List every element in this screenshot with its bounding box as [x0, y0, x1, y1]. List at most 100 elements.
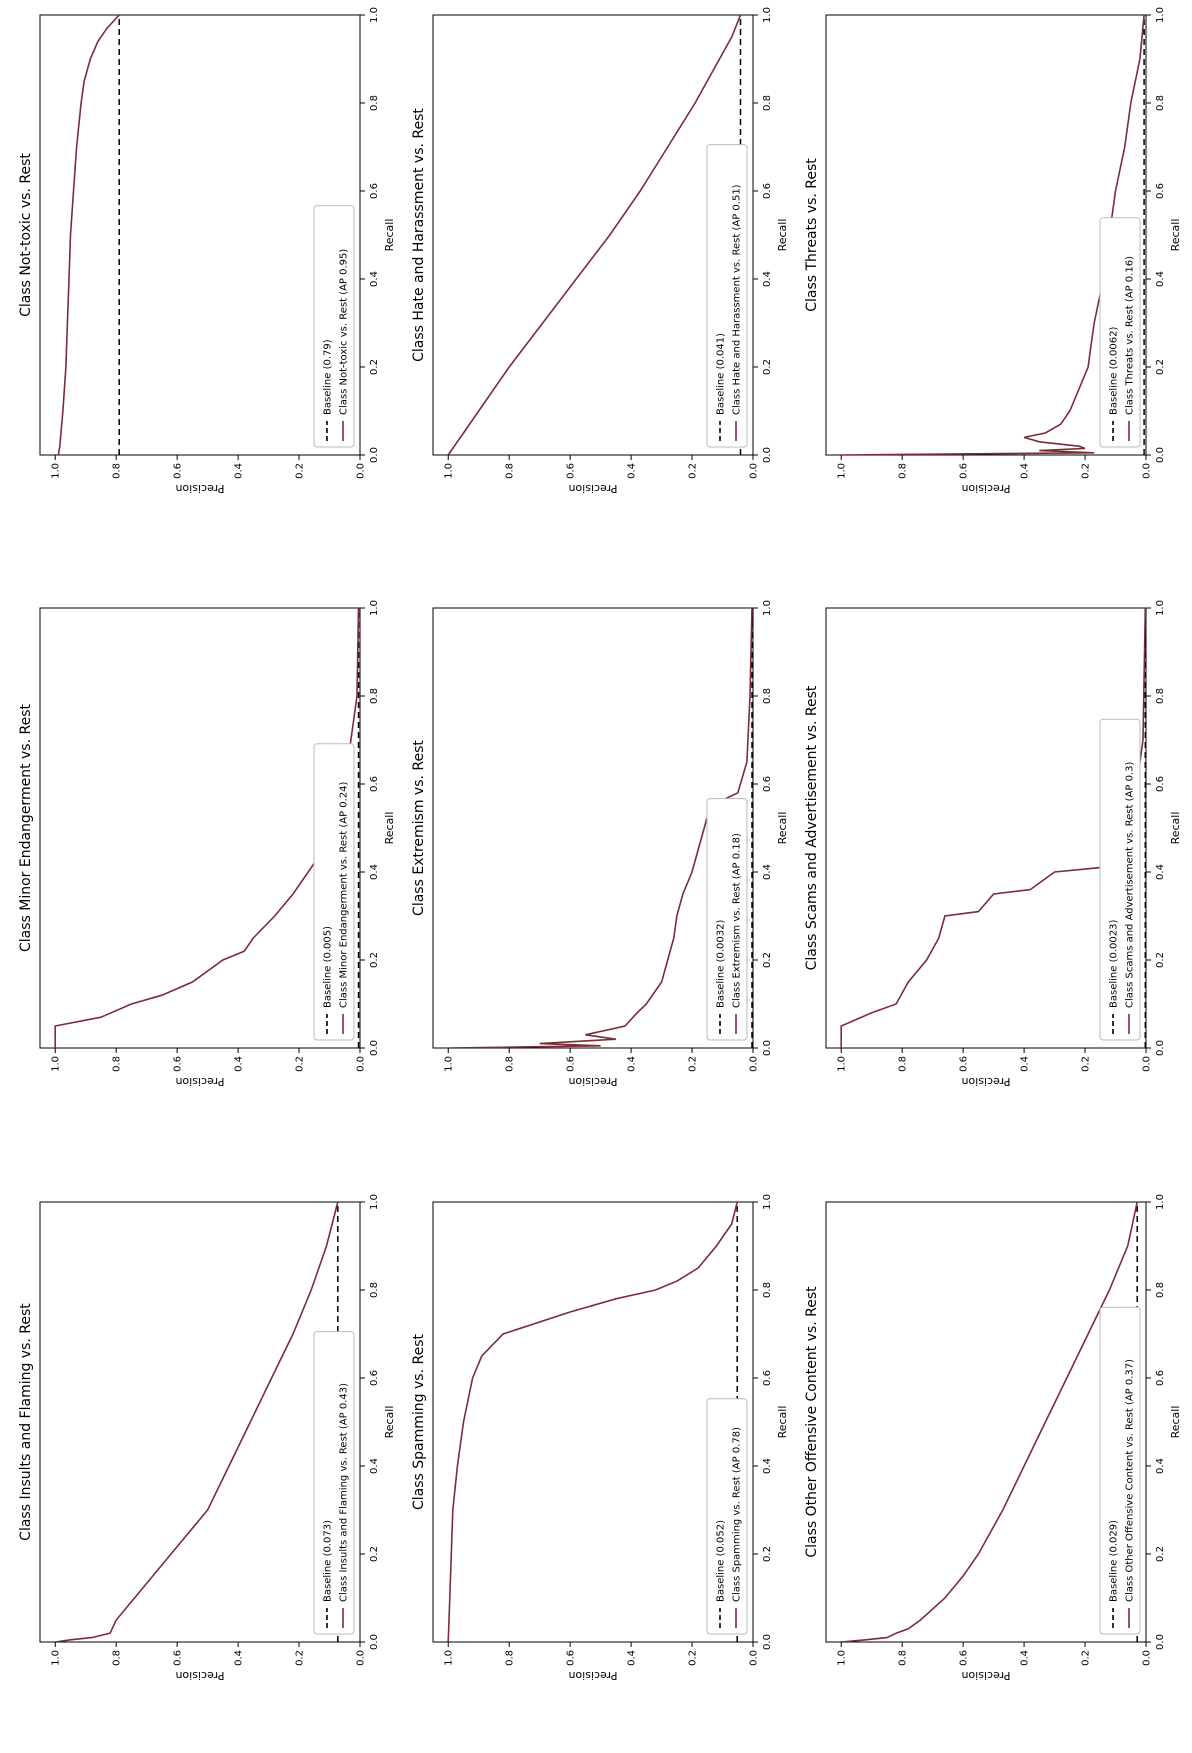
pr-curve	[841, 1202, 1138, 1642]
axes-frame	[825, 1201, 1147, 1643]
x-tick-label: 0.2	[1155, 1546, 1166, 1562]
x-tick-label: 0.8	[1155, 688, 1166, 704]
y-tick-label: 0.4	[627, 1056, 638, 1072]
x-tick-label: 0.6	[369, 1370, 380, 1386]
axes-frame	[432, 607, 754, 1049]
x-tick-label: 0.4	[369, 1458, 380, 1474]
y-tick-label: 0.8	[505, 463, 516, 479]
x-tick-label: 0.8	[1155, 1282, 1166, 1298]
y-tick-label: 0.0	[1142, 1650, 1153, 1666]
y-tick-label: 1.0	[444, 1650, 455, 1666]
x-tick-label: 0.2	[762, 952, 773, 968]
x-axis-label: Recall	[383, 812, 396, 845]
legend-entry: Class Not-toxic vs. Rest (AP 0.95)	[339, 249, 350, 415]
legend-box	[706, 144, 748, 448]
y-tick-label: 0.8	[898, 1056, 909, 1072]
legend: Baseline (0.005) Class Minor Endangerment…	[313, 743, 355, 1041]
legend-entry: Baseline (0.029)	[1109, 1520, 1120, 1602]
chart-title: Class Extremism vs. Rest	[411, 740, 427, 916]
x-tick-label: 0.6	[369, 776, 380, 792]
x-axis-label: Recall	[383, 1406, 396, 1439]
x-tick-label: 0.6	[1155, 183, 1166, 199]
y-tick-label: 0.6	[566, 1056, 577, 1072]
x-tick-label: 0.8	[762, 95, 773, 111]
axes-frame	[432, 1201, 754, 1643]
y-tick-label: 0.2	[1081, 463, 1092, 479]
chart-title: Class Threats vs. Rest	[804, 158, 820, 312]
legend-entry: Class Insults and Flaming vs. Rest (AP 0…	[339, 1383, 350, 1602]
x-tick-label: 0.6	[369, 183, 380, 199]
chart-panel-6: 0.0 0.2 0.4 0.6 0.8 1.0 0.0 0.2 0.4 0.6 0.8 1.0 Reca…	[804, 600, 1182, 1088]
x-tick-label: 0.2	[1155, 952, 1166, 968]
y-tick-label: 0.6	[959, 1650, 970, 1666]
y-tick-label: 0.4	[1020, 1056, 1031, 1072]
legend-box	[1099, 718, 1141, 1041]
y-tick-label: 0.6	[173, 1650, 184, 1666]
y-tick-label: 0.0	[749, 1056, 760, 1072]
x-tick-label: 0.8	[1155, 95, 1166, 111]
legend-entry: Baseline (0.052)	[716, 1520, 727, 1602]
x-tick-label: 1.0	[762, 7, 773, 23]
y-tick-label: 0.6	[173, 463, 184, 479]
chart-title: Class Hate and Harassment vs. Rest	[411, 108, 427, 362]
axes-frame	[39, 14, 361, 456]
legend-entry: Baseline (0.0062)	[1109, 327, 1120, 415]
x-tick-label: 1.0	[762, 1194, 773, 1210]
x-tick-label: 0.8	[762, 688, 773, 704]
y-tick-label: 0.4	[234, 463, 245, 479]
chart-panel-7: 0.0 0.2 0.4 0.6 0.8 1.0 0.0 0.2 0.4 0.6 0.8 1.0 Reca…	[18, 1194, 396, 1682]
y-tick-label: 0.4	[1020, 463, 1031, 479]
x-tick-label: 1.0	[762, 600, 773, 616]
legend-entry: Baseline (0.073)	[323, 1520, 334, 1602]
legend-box	[706, 1398, 748, 1635]
x-tick-label: 0.4	[762, 271, 773, 287]
x-tick-label: 0.0	[762, 1634, 773, 1650]
y-axis-label: Precision	[568, 1075, 617, 1088]
legend-entry: Baseline (0.041)	[716, 333, 727, 415]
y-tick-label: 0.6	[173, 1056, 184, 1072]
y-tick-label: 1.0	[51, 463, 62, 479]
axes-frame	[39, 607, 361, 1049]
x-tick-label: 0.2	[1155, 359, 1166, 375]
pr-curve	[841, 15, 1145, 455]
y-tick-label: 0.2	[1081, 1056, 1092, 1072]
legend-entry: Baseline (0.005)	[323, 926, 334, 1008]
y-tick-label: 0.8	[505, 1650, 516, 1666]
y-tick-label: 0.2	[295, 463, 306, 479]
y-tick-label: 0.0	[356, 1650, 367, 1666]
y-tick-label: 0.6	[959, 463, 970, 479]
x-tick-label: 0.8	[369, 1282, 380, 1298]
axes-frame	[432, 14, 754, 456]
pr-curve	[447, 1202, 738, 1642]
x-tick-label: 0.0	[1155, 447, 1166, 463]
legend: Baseline (0.0023) Class Scams and Adverti…	[1099, 718, 1141, 1041]
y-axis-label: Precision	[568, 1669, 617, 1682]
legend: Baseline (0.073) Class Insults and Flamin…	[313, 1331, 355, 1635]
legend-entry: Class Other Offensive Content vs. Rest (…	[1125, 1359, 1136, 1602]
legend-box	[313, 743, 355, 1041]
legend-box	[1099, 1306, 1141, 1635]
legend-entry: Class Hate and Harassment vs. Rest (AP 0…	[732, 184, 743, 415]
y-tick-label: 0.8	[112, 463, 123, 479]
chart-panel-5: 0.0 0.2 0.4 0.6 0.8 1.0 0.0 0.2 0.4 0.6 0.8 1.0 Reca…	[411, 600, 789, 1088]
pr-curve	[448, 608, 753, 1048]
y-tick-label: 0.4	[234, 1056, 245, 1072]
y-tick-label: 1.0	[51, 1056, 62, 1072]
y-tick-label: 0.8	[112, 1056, 123, 1072]
x-axis-label: Recall	[1169, 812, 1182, 845]
y-tick-label: 0.2	[1081, 1650, 1092, 1666]
x-tick-label: 1.0	[1155, 600, 1166, 616]
y-tick-label: 0.6	[566, 1650, 577, 1666]
chart-title: Class Insults and Flaming vs. Rest	[18, 1303, 34, 1541]
x-tick-label: 1.0	[369, 7, 380, 23]
y-tick-label: 0.2	[295, 1056, 306, 1072]
x-tick-label: 0.8	[369, 688, 380, 704]
x-tick-label: 0.4	[369, 271, 380, 287]
chart-title: Class Not-toxic vs. Rest	[18, 153, 34, 317]
y-tick-label: 0.2	[688, 1056, 699, 1072]
x-axis-label: Recall	[776, 219, 789, 252]
x-tick-label: 0.8	[762, 1282, 773, 1298]
x-tick-label: 0.6	[762, 776, 773, 792]
x-tick-label: 0.0	[1155, 1040, 1166, 1056]
axes-frame	[39, 1201, 361, 1643]
